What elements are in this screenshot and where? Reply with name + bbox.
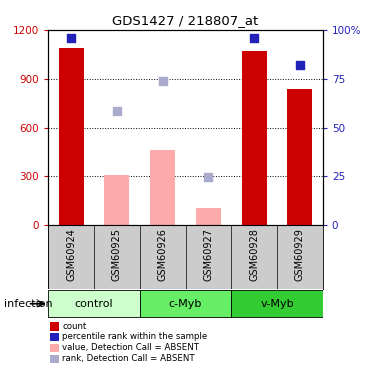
Text: GSM60927: GSM60927 <box>203 228 213 281</box>
Bar <box>287 88 312 225</box>
Point <box>160 78 165 84</box>
Text: count: count <box>62 322 87 331</box>
Text: GSM60925: GSM60925 <box>112 228 122 281</box>
Text: v-Myb: v-Myb <box>260 299 294 309</box>
Text: value, Detection Call = ABSENT: value, Detection Call = ABSENT <box>62 343 199 352</box>
Point <box>251 35 257 41</box>
Bar <box>48 290 140 317</box>
Bar <box>196 208 221 225</box>
Text: GSM60924: GSM60924 <box>66 228 76 281</box>
Bar <box>242 51 267 225</box>
Bar <box>140 290 231 317</box>
Bar <box>231 290 323 317</box>
Title: GDS1427 / 218807_at: GDS1427 / 218807_at <box>112 15 259 27</box>
Point <box>206 174 211 180</box>
Text: rank, Detection Call = ABSENT: rank, Detection Call = ABSENT <box>62 354 195 363</box>
Bar <box>59 48 84 225</box>
Bar <box>150 150 175 225</box>
Point <box>68 35 74 41</box>
Text: infection: infection <box>4 299 52 309</box>
Text: control: control <box>75 299 113 309</box>
Text: GSM60929: GSM60929 <box>295 228 305 281</box>
Bar <box>104 175 129 225</box>
Point <box>114 108 120 114</box>
Text: percentile rank within the sample: percentile rank within the sample <box>62 332 208 341</box>
Text: GSM60928: GSM60928 <box>249 228 259 281</box>
Point <box>297 62 303 68</box>
Text: c-Myb: c-Myb <box>169 299 202 309</box>
Text: GSM60926: GSM60926 <box>158 228 168 281</box>
